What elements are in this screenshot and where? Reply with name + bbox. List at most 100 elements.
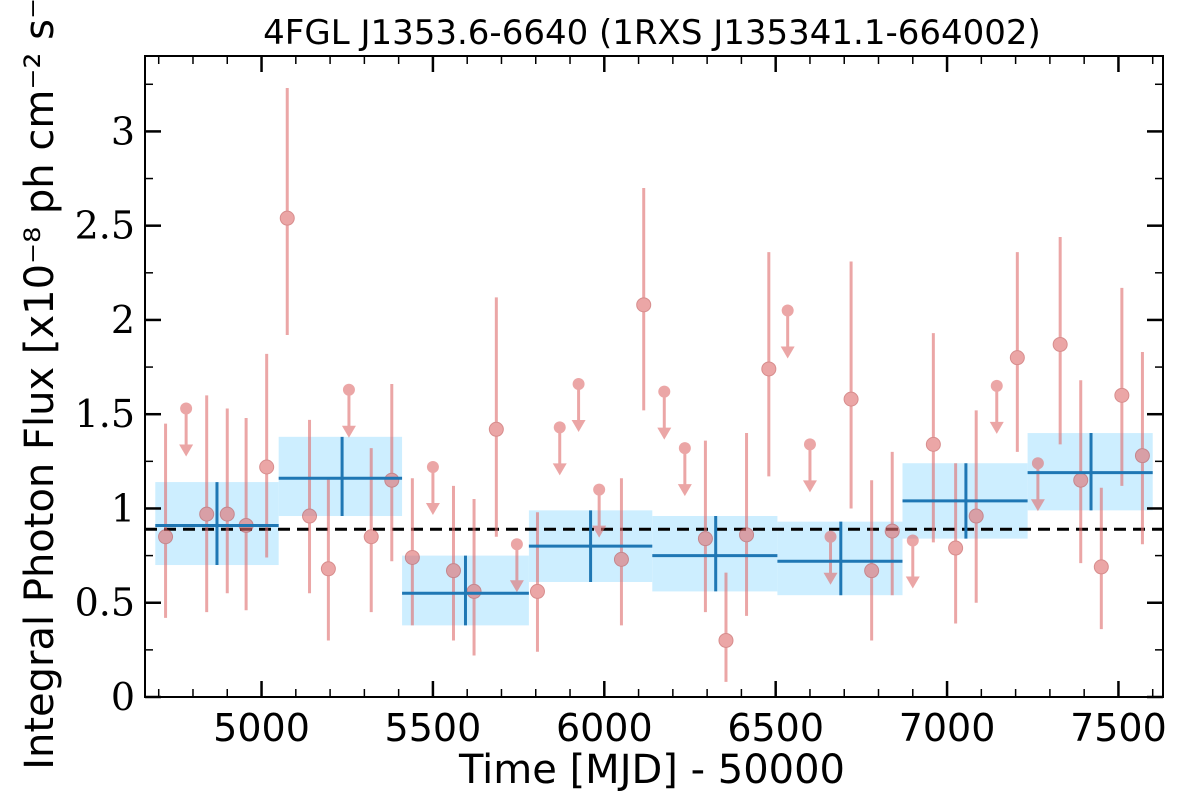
- plot-frame: [144, 55, 1164, 698]
- x-axis-label: Time [MJD] - 50000: [458, 747, 845, 793]
- upper-limit-marker: [510, 538, 523, 551]
- data-point-38: [948, 463, 964, 624]
- upper-limit-arrow-head: [657, 427, 672, 440]
- point-marker: [761, 361, 777, 377]
- y-tick-label: 1.5: [75, 392, 135, 436]
- point-marker: [259, 459, 275, 475]
- upper-limit-arrow-head: [552, 463, 567, 476]
- long-bin-markers: [155, 433, 1153, 626]
- upper-limit-42: [1030, 457, 1045, 512]
- data-point-29: [761, 252, 777, 477]
- upper-limit-17: [509, 538, 524, 593]
- long-bin-4: [652, 516, 778, 592]
- point-marker: [384, 472, 400, 488]
- upper-limit-marker: [572, 378, 585, 391]
- point-marker: [302, 508, 318, 524]
- data-point-35: [884, 451, 900, 596]
- point-marker: [948, 540, 964, 556]
- x-tick-label: 7500: [1070, 706, 1167, 750]
- upper-limit-marker: [678, 442, 691, 455]
- long-bin-7: [1027, 433, 1153, 511]
- upper-limit-marker: [658, 385, 671, 398]
- point-marker: [158, 529, 174, 545]
- y-tick-label: 0: [111, 675, 135, 719]
- upper-limit-13: [425, 460, 440, 515]
- upper-limit-marker: [781, 304, 794, 317]
- data-point-41: [1009, 252, 1025, 452]
- point-marker: [1052, 336, 1068, 352]
- y-tick-label: 2.5: [75, 204, 135, 248]
- point-marker: [843, 391, 859, 407]
- upper-limit-marker: [1031, 457, 1044, 470]
- upper-limit-arrow-head: [1030, 499, 1045, 512]
- upper-limit-arrow-head: [905, 576, 920, 589]
- point-marker: [1009, 350, 1025, 366]
- axes: 5000 5500 6000 6500 7000 7500 0 0.5 1 1.5 2 2.5 3: [75, 55, 1167, 750]
- upper-limit-25: [677, 442, 692, 497]
- data-point-10: [363, 448, 379, 613]
- upper-limit-marker: [906, 534, 919, 547]
- upper-limit-arrow-head: [780, 346, 795, 359]
- x-tick-label: 5500: [385, 706, 482, 750]
- upper-limit-1: [179, 402, 194, 457]
- data-point-8: [320, 478, 336, 641]
- point-marker: [488, 421, 504, 437]
- data-point-11: [384, 384, 400, 562]
- y-tick-label: 3: [111, 109, 135, 153]
- data-point-27: [718, 572, 734, 682]
- data-point-18: [529, 512, 545, 652]
- upper-limit-marker: [426, 460, 439, 473]
- x-tick-label: 7000: [899, 706, 996, 750]
- point-marker: [466, 583, 482, 599]
- upper-limit-21: [592, 483, 607, 538]
- point-marker: [636, 297, 652, 313]
- point-marker: [884, 523, 900, 539]
- data-point-16: [488, 297, 504, 537]
- upper-limit-arrow-head: [509, 580, 524, 593]
- point-marker: [363, 529, 379, 545]
- upper-limit-32: [823, 530, 838, 585]
- chart-title: 4FGL J1353.6-6640 (1RXS J135341.1-664002…: [263, 13, 1041, 53]
- point-marker: [718, 632, 734, 648]
- upper-limit-marker: [803, 438, 816, 451]
- point-marker: [739, 527, 755, 543]
- data-point-43: [1052, 236, 1068, 445]
- point-marker: [864, 563, 880, 579]
- upper-limit-arrow-head: [802, 480, 817, 493]
- point-marker: [199, 506, 215, 522]
- y-axis-label: Integral Photon Flux [x10⁻⁸ ph cm⁻² s⁻¹]: [17, 0, 63, 770]
- point-marker: [968, 508, 984, 524]
- long-bin-2: [402, 555, 529, 626]
- data-point-7: [302, 419, 318, 594]
- long-bin-0: [155, 482, 279, 566]
- upper-limit-arrow-head: [341, 425, 356, 438]
- long-bin-5: [777, 521, 903, 596]
- data-point-23: [636, 187, 652, 411]
- point-marker: [1093, 559, 1109, 575]
- point-marker: [529, 583, 545, 599]
- long-bin-6: [902, 463, 1028, 539]
- data-point-33: [843, 261, 859, 509]
- y-tick-label: 1: [111, 486, 135, 530]
- data-point-28: [739, 433, 755, 616]
- point-marker: [1114, 387, 1130, 403]
- point-marker: [404, 549, 420, 565]
- x-tick-label: 5000: [213, 706, 310, 750]
- upper-limit-arrow-head: [989, 421, 1004, 434]
- data-point-46: [1114, 287, 1130, 486]
- upper-limit-40: [989, 379, 1004, 434]
- data-point-12: [404, 478, 420, 626]
- data-point-39: [968, 410, 984, 603]
- point-marker: [925, 436, 941, 452]
- data-point-5: [259, 353, 275, 558]
- x-tick-label: 6500: [727, 706, 824, 750]
- x-tick-label: 6000: [556, 706, 653, 750]
- data-point-0: [158, 423, 174, 618]
- upper-limit-20: [571, 378, 586, 433]
- upper-limit-19: [552, 421, 567, 476]
- point-marker: [445, 563, 461, 579]
- upper-limit-30: [780, 304, 795, 359]
- upper-limit-marker: [180, 402, 193, 415]
- data-point-22: [613, 478, 629, 626]
- point-marker: [219, 506, 235, 522]
